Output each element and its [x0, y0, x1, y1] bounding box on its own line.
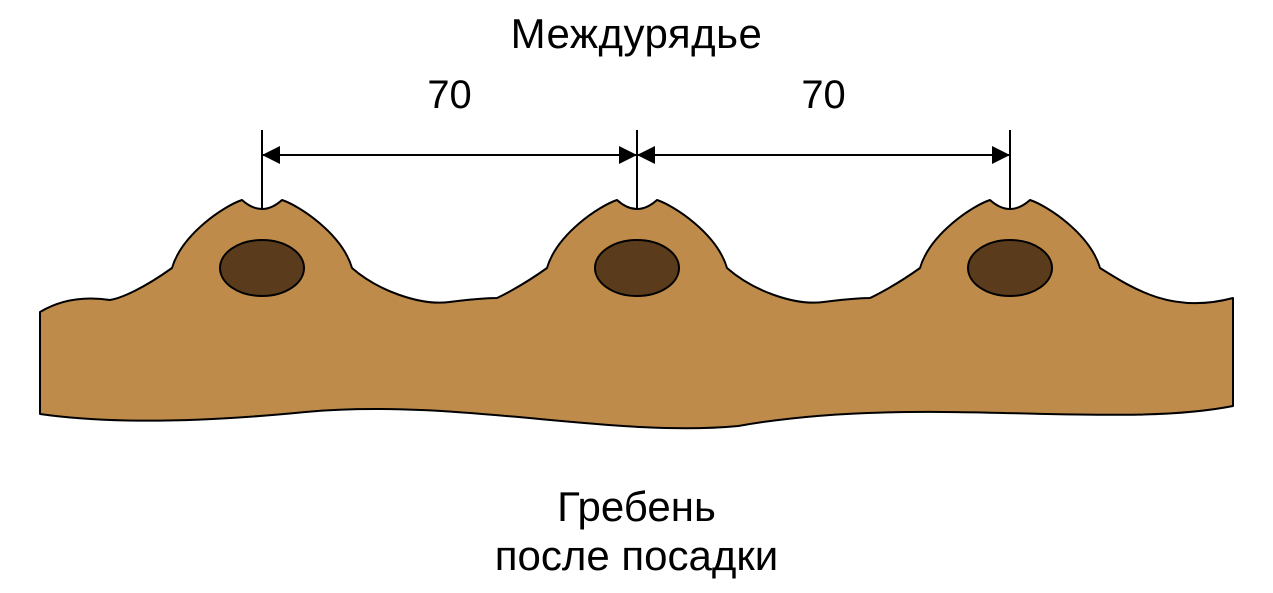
seed-1 [220, 240, 304, 296]
seed-3 [968, 240, 1052, 296]
dimension-label: 70 [801, 73, 845, 117]
arrowhead-right-icon [619, 146, 637, 164]
soil-shape [40, 200, 1233, 428]
caption-line-1: Гребень [557, 483, 716, 530]
arrowhead-left-icon [637, 146, 655, 164]
dimension-label: 70 [427, 73, 471, 117]
caption-bottom: Гребень после посадки [0, 482, 1273, 581]
diagram-stage: Междурядье 70 70 Гребень после посадки [0, 0, 1273, 593]
caption-line-2: после посадки [495, 532, 778, 579]
arrowhead-right-icon [992, 146, 1010, 164]
seed-2 [595, 240, 679, 296]
dimension-1: 70 [262, 73, 637, 210]
title-top: Междурядье [0, 10, 1273, 58]
dimension-2: 70 [637, 73, 1010, 210]
arrowhead-left-icon [262, 146, 280, 164]
